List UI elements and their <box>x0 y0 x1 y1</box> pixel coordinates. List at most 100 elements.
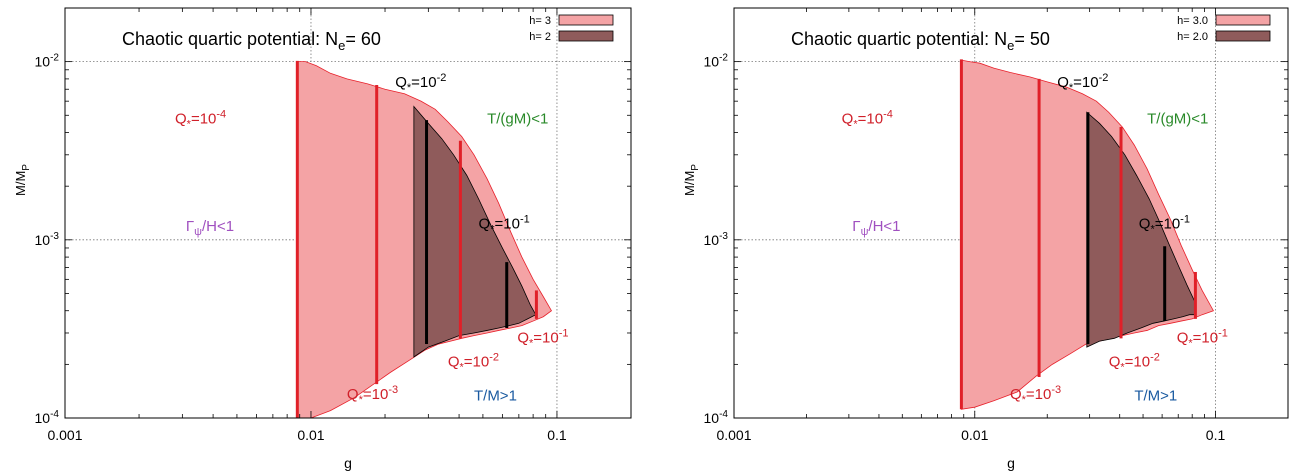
annotation-mid: =10 <box>1193 330 1218 347</box>
annotation-sup: -2 <box>437 72 447 84</box>
annotation-mid: =10 <box>494 215 519 232</box>
y-tick-base: 10 <box>35 232 51 248</box>
y-tick-label: 10-2 <box>35 53 60 70</box>
annotation-tail: /H<1 <box>202 218 234 235</box>
annotation-mid: =10 <box>1125 353 1150 370</box>
y-tick-exponent: -3 <box>719 231 728 242</box>
chart-title-main: Chaotic quartic potential: N <box>791 29 1007 49</box>
y-axis-label-sub: P <box>690 164 701 171</box>
annotation-text: Q <box>175 110 187 127</box>
y-tick-base: 10 <box>35 54 51 70</box>
annotation-sub: * <box>1022 394 1027 406</box>
y-tick-exponent: -3 <box>50 231 59 242</box>
annotation-text: Q <box>1109 353 1121 370</box>
annotation-text: Q <box>842 110 854 127</box>
annotation-sub: * <box>459 361 464 373</box>
annotation-sub: ψ <box>194 226 202 238</box>
legend-swatch <box>1215 30 1271 42</box>
chart-title-sub: e <box>1007 38 1014 53</box>
x-tick-label: 0.001 <box>716 427 751 443</box>
legend-label: h= 2 <box>529 31 551 43</box>
annotation: T/M>1 <box>474 388 517 405</box>
x-axis-label: g <box>344 455 352 471</box>
annotation-sub: ψ <box>861 226 869 238</box>
y-axis-label: M/MP <box>682 164 701 196</box>
annotation-mid: =10 <box>191 110 216 127</box>
annotation: Q*=10-1 <box>1139 213 1190 235</box>
annotation: Q*=10-1 <box>479 213 530 235</box>
annotation-sup: -2 <box>1099 72 1109 84</box>
chart-title: Chaotic quartic potential: Ne= 50 <box>791 29 1050 53</box>
annotation-sub: * <box>490 223 495 235</box>
annotation-mid: =10 <box>1073 74 1098 91</box>
annotation: Γψ/H<1 <box>852 218 900 238</box>
annotation-sup: -3 <box>388 384 398 396</box>
y-tick-exponent: -4 <box>50 409 59 420</box>
x-tick-label: 0.1 <box>1206 427 1226 443</box>
annotation-sup: -4 <box>216 108 226 120</box>
chart-title-sub: e <box>338 38 345 53</box>
chart-title-main: Chaotic quartic potential: N <box>122 29 338 49</box>
annotation-sub: * <box>187 118 192 130</box>
plot-frame <box>733 7 1289 419</box>
y-tick-exponent: -2 <box>50 53 59 64</box>
annotation: Q*=10-3 <box>1010 384 1061 406</box>
annotation: Q*=10-2 <box>448 351 499 373</box>
annotation: Q*=10-1 <box>517 328 568 350</box>
annotation-sub: * <box>359 394 364 406</box>
annotation-sup: -4 <box>883 108 893 120</box>
chart-title-tail: = 60 <box>345 29 381 49</box>
annotation-text: Q <box>395 74 407 91</box>
annotation-text: Q <box>1139 215 1151 232</box>
y-tick-label: 10-2 <box>704 53 729 70</box>
y-tick-label: 10-4 <box>35 409 60 426</box>
legend-swatch <box>558 14 614 26</box>
annotation-text: Q <box>448 353 460 370</box>
annotation-sup: -1 <box>520 213 530 225</box>
annotation-sup: -1 <box>1180 213 1190 225</box>
annotation: Q*=10-4 <box>175 108 226 130</box>
chart-title: Chaotic quartic potential: Ne= 60 <box>122 29 381 53</box>
annotation-mid: =10 <box>858 110 883 127</box>
x-axis-label: g <box>1007 455 1015 471</box>
annotation: T/(gM)<1 <box>1147 110 1208 127</box>
y-tick-label: 10-3 <box>704 231 729 248</box>
annotation: Q*=10-3 <box>347 384 398 406</box>
annotation: Q*=10-2 <box>1057 72 1108 94</box>
annotation-text: Q <box>1177 330 1189 347</box>
annotation-text: T/(gM)<1 <box>1147 110 1208 127</box>
y-axis-label: M/MP <box>13 164 32 196</box>
annotation: Q*=10-2 <box>395 72 446 94</box>
y-tick-base: 10 <box>704 410 720 426</box>
y-tick-label: 10-3 <box>35 231 60 248</box>
legend-label: h= 3 <box>529 15 551 27</box>
y-tick-base: 10 <box>704 232 720 248</box>
annotation-mid: =10 <box>533 330 558 347</box>
annotation-text: T/M>1 <box>1134 388 1177 405</box>
annotation-text: Γ <box>186 218 194 235</box>
y-tick-base: 10 <box>704 54 720 70</box>
annotation-sup: -2 <box>489 351 499 363</box>
annotation-text: Q <box>1057 74 1069 91</box>
annotation-sup: -1 <box>1218 328 1228 340</box>
x-tick-label: 0.01 <box>961 427 988 443</box>
legend-label: h= 2.0 <box>1177 31 1208 43</box>
annotation: T/M>1 <box>1134 388 1177 405</box>
annotation-sub: * <box>407 82 412 94</box>
y-tick-base: 10 <box>35 410 51 426</box>
annotation-sup: -3 <box>1051 384 1061 396</box>
annotation-text: Q <box>347 386 359 403</box>
annotation-sub: * <box>853 118 858 130</box>
annotation: Q*=10-4 <box>842 108 893 130</box>
legend-label: h= 3.0 <box>1177 15 1208 27</box>
y-tick-exponent: -2 <box>719 53 728 64</box>
annotation-sup: -2 <box>1150 351 1160 363</box>
y-axis-label-sub: P <box>21 164 32 171</box>
annotation: Γψ/H<1 <box>186 218 234 238</box>
x-tick-label: 0.001 <box>47 427 82 443</box>
chart-title-tail: = 50 <box>1014 29 1050 49</box>
annotation-sub: * <box>1188 338 1193 350</box>
annotation-tail: /H<1 <box>868 218 900 235</box>
